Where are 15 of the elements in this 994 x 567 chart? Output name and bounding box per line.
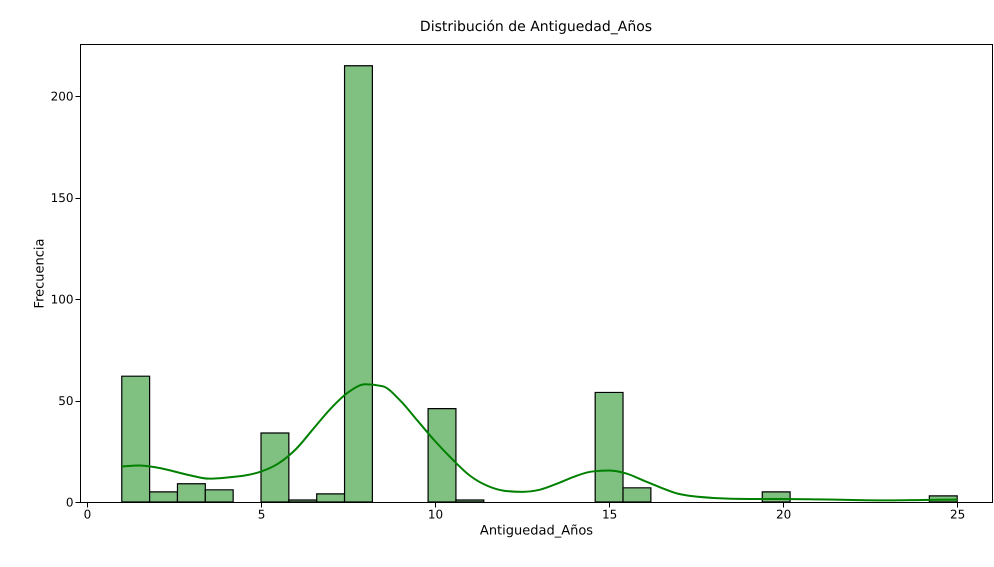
x-tick-label: 10 <box>428 508 444 522</box>
chart-title: Distribución de Antiguedad_Años <box>420 19 652 35</box>
y-tick-label: 100 <box>50 292 74 307</box>
x-tick-label: 5 <box>258 508 266 522</box>
line-series <box>120 383 958 502</box>
y-tick-label: 150 <box>50 191 74 206</box>
x-axis-title: Antiguedad_Años <box>480 524 594 538</box>
x-tick-label: 25 <box>950 508 966 522</box>
y-axis-title: Frecuencia <box>32 238 48 308</box>
y-tick-label: 0 <box>66 496 74 510</box>
y-tick-label: 50 <box>58 394 74 408</box>
y-tick-label: 200 <box>50 90 74 104</box>
x-tick-label: 0 <box>84 508 92 522</box>
x-tick-label: 20 <box>776 508 792 522</box>
x-tick-label: 15 <box>602 508 618 522</box>
